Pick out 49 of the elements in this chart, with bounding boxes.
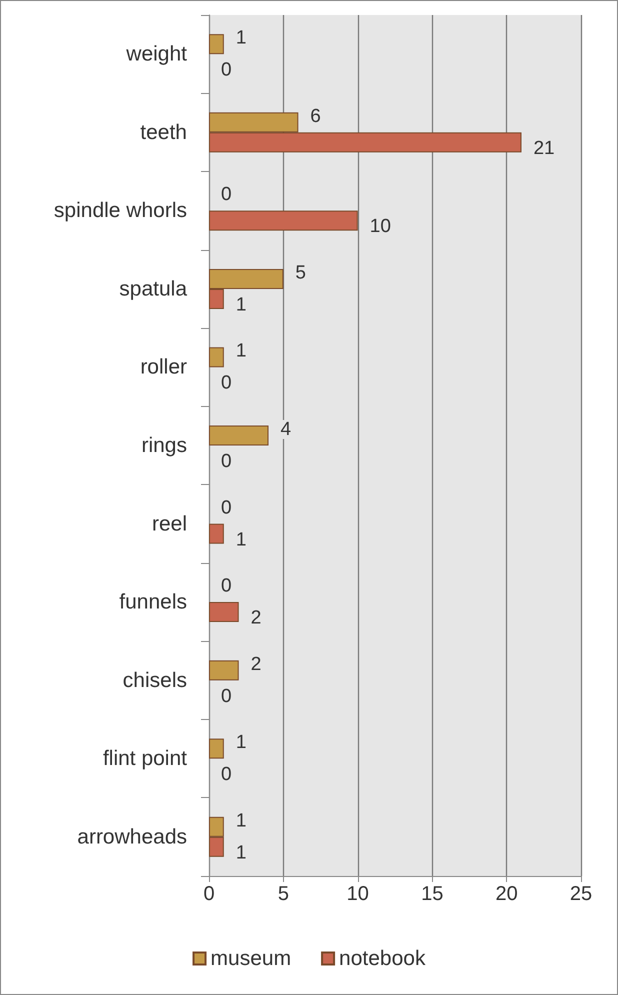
data-label: 0	[221, 60, 232, 81]
data-label: 6	[310, 106, 321, 127]
y-tick-label: weight	[125, 42, 188, 66]
bar	[209, 524, 224, 544]
bar	[209, 34, 224, 54]
x-tick-label: 5	[278, 883, 289, 905]
x-tick-label: 15	[421, 883, 444, 905]
y-tick-label: arrowheads	[77, 825, 187, 848]
bar	[209, 210, 358, 231]
bar	[209, 738, 224, 759]
bar	[209, 660, 239, 680]
data-label: 10	[370, 216, 391, 238]
data-label: 2	[250, 654, 262, 675]
y-tick-label: spindle whorls	[54, 199, 187, 222]
data-label: 0	[221, 764, 232, 786]
data-label: 1	[236, 294, 246, 316]
x-tick-label: 25	[570, 883, 592, 905]
data-label: 1	[236, 28, 246, 49]
data-label: 1	[236, 340, 246, 362]
y-tick-label: teeth	[140, 120, 187, 144]
data-label: 21	[533, 138, 555, 159]
y-tick-label: chisels	[122, 668, 187, 692]
bar	[209, 347, 224, 368]
bar	[209, 602, 239, 622]
y-tick-label: spatula	[119, 277, 188, 300]
x-tick-label: 10	[346, 883, 369, 905]
y-tick-label: rings	[141, 434, 187, 457]
data-label: 0	[221, 372, 232, 394]
y-tick-label: flint point	[102, 747, 188, 770]
bar	[209, 426, 269, 446]
data-label: 1	[236, 810, 246, 832]
data-label: 1	[236, 529, 246, 550]
legend-label: museum	[210, 947, 292, 970]
data-label: 1	[236, 732, 246, 754]
y-tick-label: reel	[152, 512, 187, 536]
data-label: 1	[236, 842, 246, 864]
data-label: 2	[250, 608, 262, 629]
data-label: 4	[280, 419, 292, 440]
x-tick-label: 0	[203, 883, 215, 905]
data-label: 0	[221, 184, 232, 206]
data-label: 5	[295, 262, 306, 284]
data-label: 0	[221, 686, 232, 707]
y-tick-label: funnels	[119, 590, 187, 614]
data-label: 0	[221, 497, 232, 518]
x-tick-label: 20	[495, 883, 518, 905]
y-tick-label: roller	[140, 356, 187, 379]
data-label: 0	[221, 451, 232, 472]
data-label: 0	[221, 576, 232, 597]
legend-label: notebook	[339, 947, 426, 970]
